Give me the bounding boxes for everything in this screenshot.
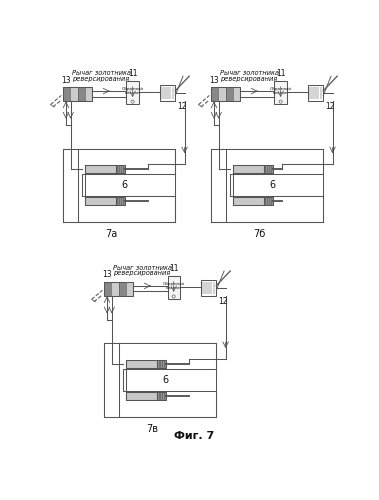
Bar [233,165,264,173]
Bar [314,87,316,100]
Bar [63,87,92,101]
Bar [104,344,216,416]
Text: 13: 13 [61,76,71,84]
Bar [85,165,116,173]
Text: 12: 12 [178,102,187,112]
Text: 13: 13 [209,76,219,84]
Text: реверсирования: реверсирования [113,270,170,276]
Bar [311,87,314,100]
Bar [166,87,169,100]
Text: клапан: клапан [125,92,141,96]
Bar [104,282,111,296]
Text: Рычаг золотника: Рычаг золотника [72,70,131,76]
Bar [308,86,323,101]
Text: 11: 11 [169,264,179,272]
Bar [116,198,125,205]
Text: 7в: 7в [146,424,158,434]
Text: 6: 6 [122,180,128,190]
Bar [169,87,171,100]
Bar [207,282,210,294]
Bar [126,360,157,368]
Bar [211,87,218,101]
Bar [116,165,125,173]
Bar [157,392,166,400]
Text: клапан: клапан [166,286,182,290]
Bar [163,87,166,100]
Bar [202,282,204,294]
Bar [213,282,215,294]
Text: 6: 6 [163,375,169,385]
Bar [161,87,163,100]
Bar [226,87,233,101]
Text: 6: 6 [269,180,276,190]
Bar [70,87,78,101]
Bar [204,282,207,294]
Bar [274,81,287,104]
Bar [63,148,175,222]
Text: 11: 11 [276,68,285,78]
Bar [218,87,226,101]
Text: 11: 11 [128,68,137,78]
Text: клапан: клапан [273,92,288,96]
Text: 12: 12 [219,297,228,306]
Bar [85,87,92,101]
Text: 7а: 7а [105,230,117,239]
Bar [157,360,166,368]
Bar [78,87,85,101]
Text: Рычаг золотника: Рычаг золотника [220,70,279,76]
Bar [309,87,311,100]
Bar [320,87,322,100]
Text: Обратный: Обратный [269,87,292,91]
Bar [264,165,273,173]
Bar [210,282,212,294]
Bar [127,81,139,104]
Bar [104,282,133,296]
Text: Обратный: Обратный [122,87,144,91]
Text: 13: 13 [102,270,112,280]
Text: реверсирования: реверсирования [72,76,129,82]
Bar [63,87,70,101]
Bar [211,148,323,222]
Bar [85,198,116,205]
Bar [160,86,175,101]
Bar [212,150,323,221]
Text: Рычаг золотника: Рычаг золотника [113,265,172,271]
Text: Обратный: Обратный [163,282,185,286]
Text: 12: 12 [326,102,335,112]
Bar [126,282,133,296]
Bar [64,150,174,221]
Text: реверсирования: реверсирования [220,76,277,82]
Bar [111,282,119,296]
Bar [264,198,273,205]
Bar [233,198,264,205]
Bar [172,87,174,100]
Text: 7б: 7б [253,230,265,239]
Bar [201,280,216,295]
Bar [105,344,216,416]
Bar [233,87,240,101]
Bar [119,282,126,296]
Bar [168,276,180,298]
Bar [126,392,157,400]
Text: Фиг. 7: Фиг. 7 [174,431,214,441]
Bar [211,87,240,101]
Bar [317,87,319,100]
